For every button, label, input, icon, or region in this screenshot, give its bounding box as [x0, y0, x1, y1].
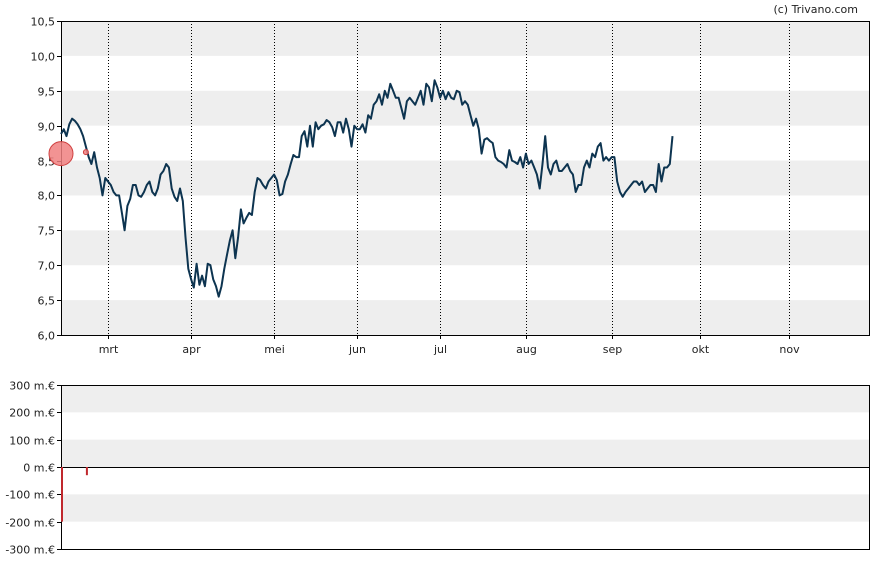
trade-marker — [48, 141, 74, 167]
x-tick-label: mrt — [99, 343, 119, 356]
y-tick-label: 200 m.€ — [9, 407, 55, 420]
x-tick-label: aug — [516, 343, 537, 356]
price-chart: mrt apr mei jun jul aug sep okt nov 6,0 6,5 7,0 7,5 8… — [31, 16, 870, 356]
y-tick-label: -200 m.€ — [5, 517, 55, 530]
grid-band — [61, 439, 869, 467]
grid-band — [61, 90, 869, 126]
y-tick-label: 8,0 — [38, 190, 56, 203]
x-tick-label: nov — [779, 343, 800, 356]
y-tick-label: 10,0 — [31, 51, 56, 64]
plot-frame — [61, 21, 870, 336]
volume-bar — [85, 467, 88, 476]
x-tick-label: okt — [692, 343, 710, 356]
y-tick-label: 9,5 — [38, 86, 56, 99]
grid-band — [61, 300, 869, 335]
grid-band — [61, 385, 869, 413]
y-tick-label: 9,0 — [38, 121, 56, 134]
y-tick-label: 7,5 — [38, 225, 56, 238]
y-tick-label: -100 m.€ — [5, 489, 55, 502]
x-tick-label: jun — [348, 343, 366, 356]
x-tick-label: sep — [603, 343, 622, 356]
volume-chart: -300 m.€ -200 m.€ -100 m.€ 0 m.€ 100 m.€ 200 … — [5, 380, 870, 557]
y-tick-label: 0 m.€ — [23, 462, 55, 475]
grid-band — [61, 494, 869, 522]
y-tick-label: 6,0 — [38, 330, 56, 343]
price-line — [60, 79, 674, 298]
grid-band — [61, 21, 869, 56]
trade-marker — [82, 149, 89, 156]
x-tick-label: apr — [182, 343, 201, 356]
y-tick-label: 300 m.€ — [9, 380, 55, 393]
grid-band — [61, 160, 869, 196]
y-tick-label: 10,5 — [31, 16, 56, 29]
y-tick-label: -300 m.€ — [5, 544, 55, 557]
y-tick-label: 6,5 — [38, 295, 56, 308]
grid-band — [61, 230, 869, 266]
y-tick-label: 100 m.€ — [9, 435, 55, 448]
credit-label: (c) Trivano.com — [773, 3, 858, 16]
x-tick-label: mei — [264, 343, 285, 356]
volume-bar — [61, 467, 63, 522]
x-tick-label: jul — [433, 343, 447, 356]
y-tick-label: 7,0 — [38, 260, 56, 273]
